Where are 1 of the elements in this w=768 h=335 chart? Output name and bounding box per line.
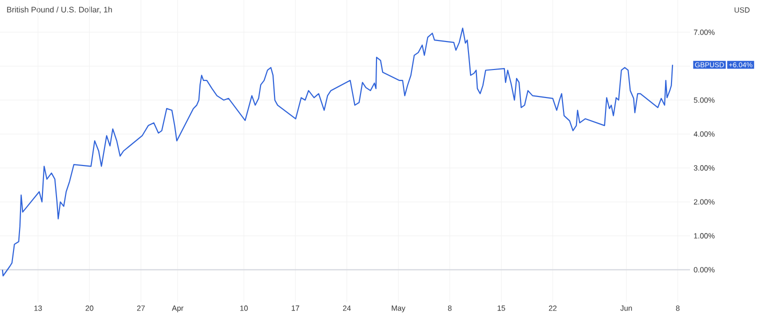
text: British Pound / U.S. Dollar, 1h [7, 6, 112, 14]
